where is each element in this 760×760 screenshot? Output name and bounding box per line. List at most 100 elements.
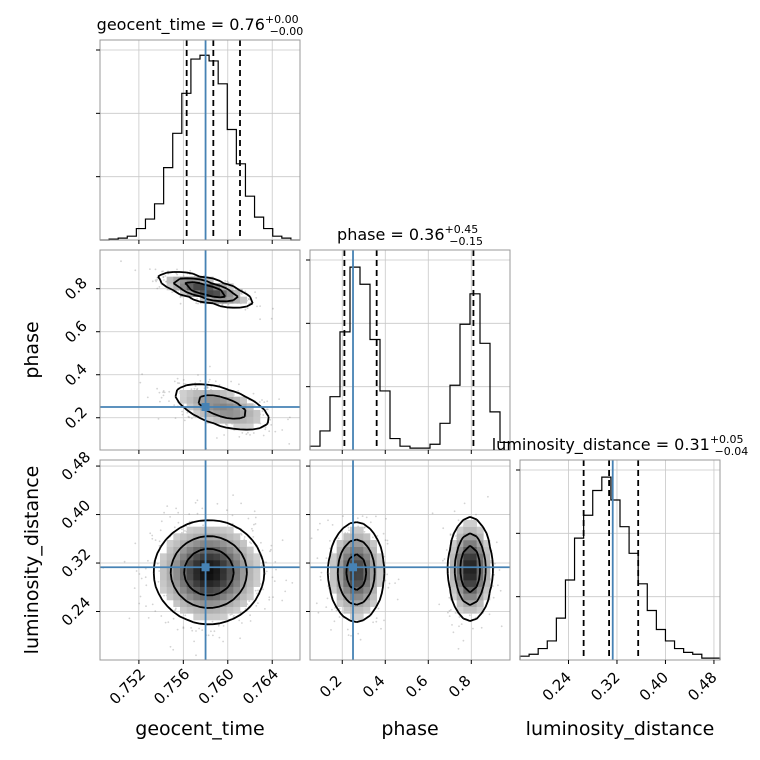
sample-point	[254, 291, 256, 293]
sample-point	[196, 297, 199, 300]
density-cell	[463, 566, 471, 574]
density-cell	[220, 606, 227, 614]
sample-point	[134, 269, 137, 272]
sample-point	[386, 539, 389, 542]
density-cell	[456, 526, 464, 534]
density-cell	[470, 533, 477, 541]
density-cell	[226, 566, 234, 574]
density-cell	[193, 600, 201, 607]
density-cell	[363, 546, 371, 554]
density-cell	[193, 290, 201, 297]
sample-point	[164, 621, 167, 624]
contour-level-2	[326, 515, 494, 623]
density-cell	[200, 600, 207, 607]
sample-point	[331, 608, 333, 611]
sample-point	[169, 645, 172, 648]
sample-point	[227, 303, 230, 306]
sample-point	[372, 621, 374, 624]
density-cell	[233, 540, 241, 547]
density-cell	[200, 593, 207, 601]
density-cell	[240, 396, 247, 404]
sample-point	[447, 611, 449, 614]
sample-point	[176, 268, 178, 271]
sample-point	[195, 302, 198, 305]
sample-point	[492, 585, 494, 587]
sample-point	[191, 629, 194, 632]
sample-point	[160, 520, 163, 523]
sample-point	[319, 575, 322, 578]
density-cell	[456, 533, 464, 541]
sample-point	[154, 279, 157, 281]
density-cell	[213, 410, 221, 417]
sample-point	[238, 619, 241, 622]
sample-point	[383, 555, 386, 558]
contours	[152, 519, 266, 626]
sample-point	[268, 598, 271, 601]
sample-point	[457, 647, 460, 650]
density-cell	[356, 540, 364, 547]
sample-point	[278, 398, 280, 400]
density-cell	[193, 606, 201, 614]
density-cell	[233, 560, 241, 567]
sample-point	[187, 415, 190, 418]
density-cell	[483, 553, 491, 561]
density-shading	[330, 520, 491, 621]
density-cell	[166, 573, 174, 581]
title-sub: −0.00	[270, 25, 304, 38]
density-cell	[200, 553, 207, 561]
sample-point	[231, 613, 233, 616]
sample-point	[176, 382, 179, 384]
density-cell	[213, 593, 221, 601]
sample-point	[263, 561, 266, 563]
sample-point	[347, 526, 350, 529]
sample-point	[183, 419, 186, 422]
sample-point	[226, 280, 229, 283]
sample-point	[199, 380, 202, 382]
density-cell	[363, 600, 371, 607]
sample-point	[448, 615, 451, 617]
sample-point	[253, 404, 256, 406]
density-cell	[193, 396, 201, 404]
density-cell	[220, 566, 227, 574]
sample-point	[372, 536, 374, 539]
sample-point	[462, 639, 465, 642]
sample-point	[249, 614, 252, 617]
truth-marker	[201, 563, 210, 572]
xaxis-label-phase: phase	[381, 718, 438, 740]
density-cell	[483, 593, 491, 601]
density-cell	[483, 586, 491, 594]
sample-point	[210, 385, 213, 388]
sample-point	[141, 373, 144, 376]
sample-point	[363, 526, 366, 529]
sample-point	[168, 400, 170, 402]
sample-point	[431, 512, 434, 515]
density-cell	[226, 290, 234, 297]
density-cell	[470, 606, 477, 614]
density-cell	[240, 423, 247, 431]
sample-point	[272, 307, 274, 310]
density-cell	[476, 606, 484, 614]
density-cell	[160, 566, 167, 574]
density-cell	[356, 580, 364, 587]
density-cell	[206, 580, 214, 587]
density-cell	[246, 423, 254, 431]
sample-point	[189, 269, 192, 272]
frame-pair-1	[99, 459, 301, 661]
density-cell	[213, 553, 221, 561]
sample-point	[288, 443, 291, 445]
density-cell	[200, 586, 207, 594]
contour-level-0	[184, 281, 226, 299]
sample-point	[243, 538, 246, 541]
density-cell	[233, 580, 241, 587]
sample-point	[231, 514, 234, 517]
sample-point	[468, 614, 471, 617]
sample-point	[449, 533, 452, 535]
density-cell	[180, 553, 187, 561]
density-cell	[206, 416, 214, 424]
density-cell	[450, 593, 457, 601]
sample-point	[160, 396, 163, 399]
density-cell	[220, 573, 227, 581]
hist-panel-geocent_time: geocent_time = 0.76+0.00 −0.00	[96, 13, 303, 244]
sample-point	[156, 562, 159, 565]
sample-point	[216, 437, 218, 439]
